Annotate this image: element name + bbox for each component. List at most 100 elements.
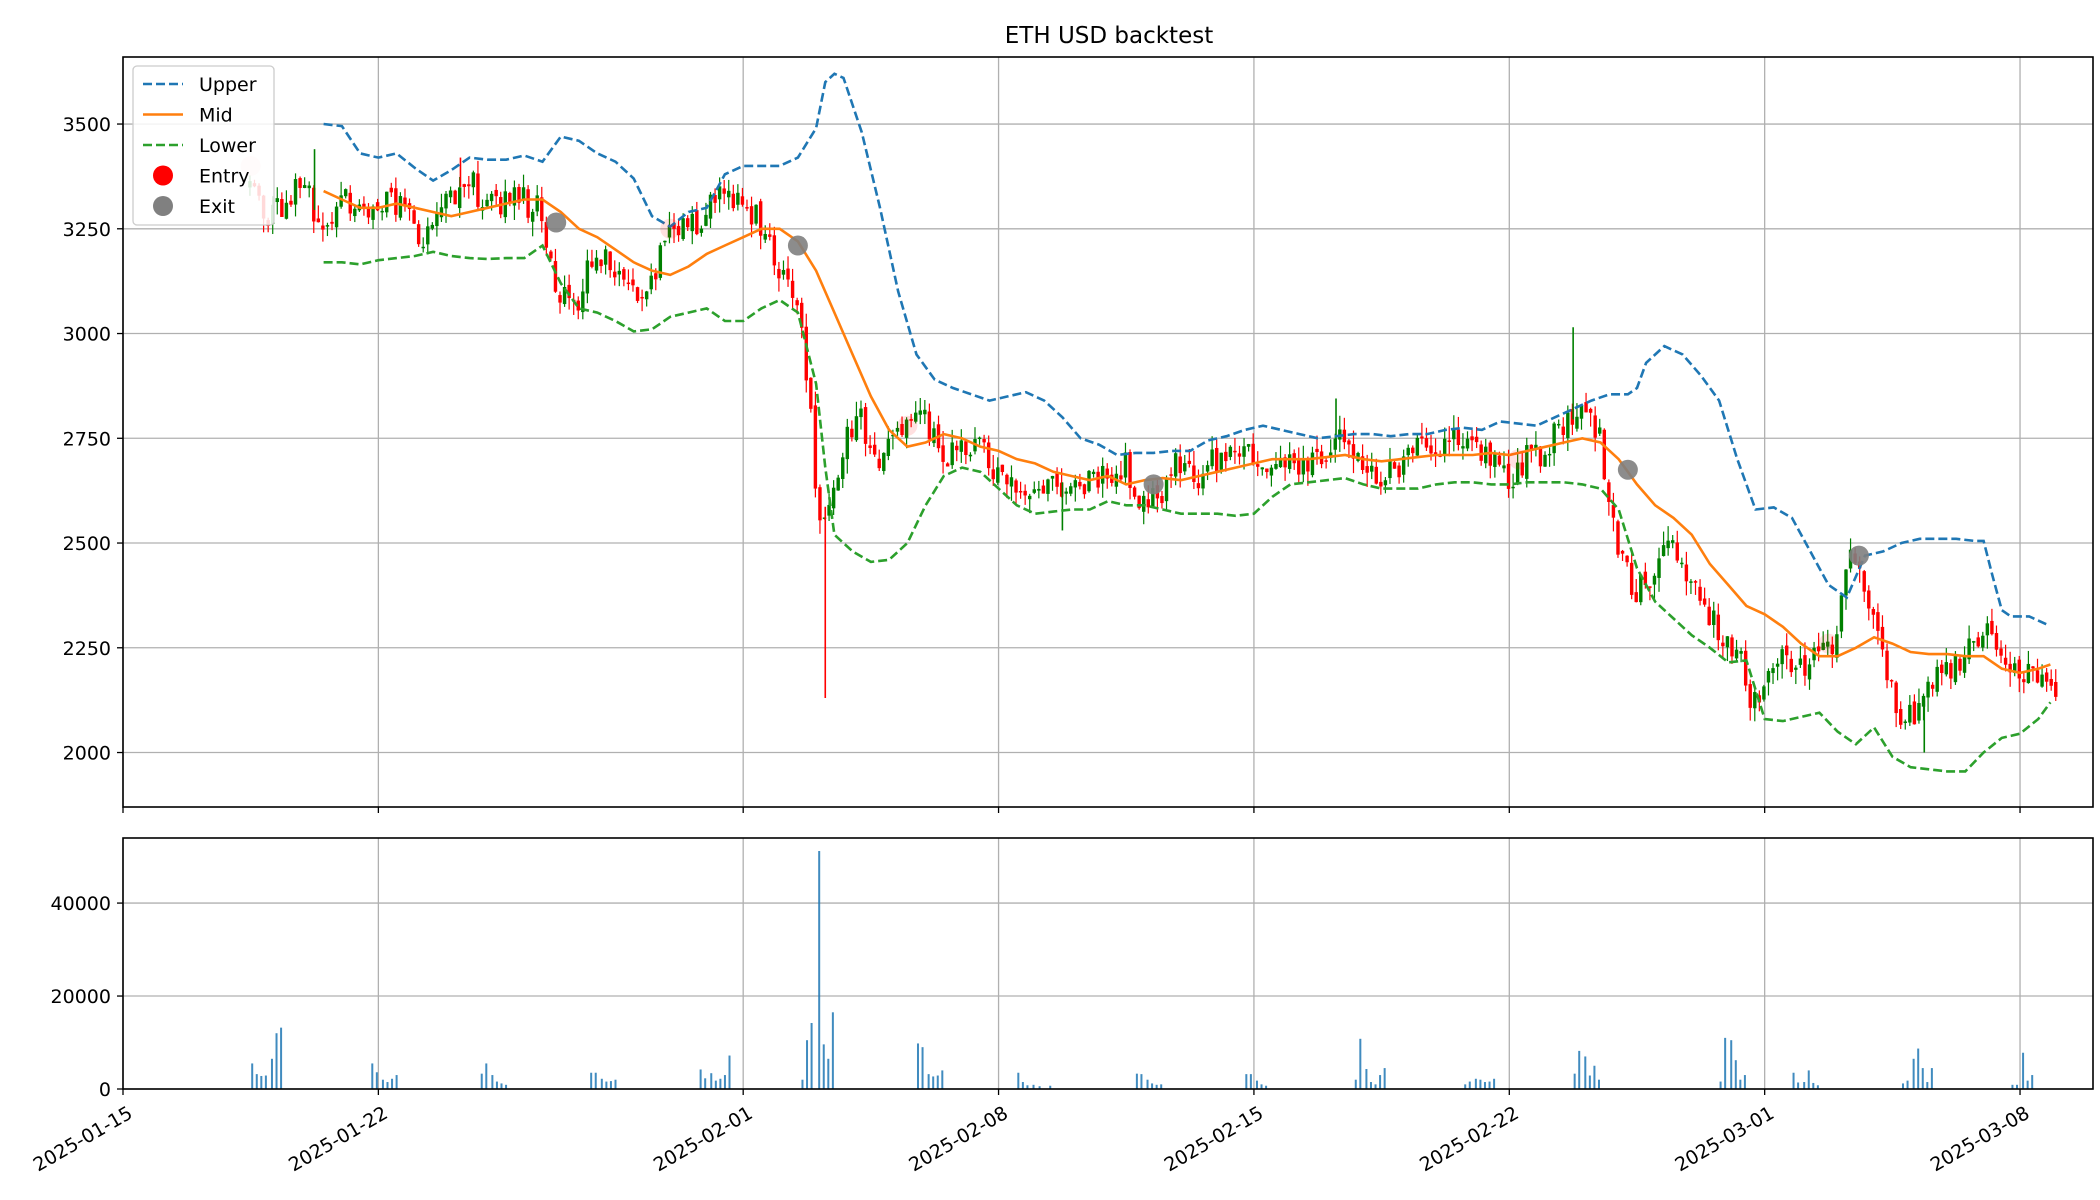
candle-body [1648,586,1652,588]
candle-body [1105,468,1109,479]
candle-body [1502,465,1506,469]
candle-body [1789,658,1793,673]
candle-body [2054,681,2058,697]
candle-body [1862,571,1866,592]
volume-bar [1584,1056,1587,1089]
price-y-tick-label: 3250 [63,219,111,241]
candle-body [986,442,991,469]
volume-bar [1488,1081,1491,1089]
volume-bar [827,1058,830,1089]
candle-body [786,268,790,280]
volume-bar [1160,1084,1163,1089]
volume-bar [1245,1074,1248,1089]
candle-body [1374,466,1379,484]
candle-body [1009,477,1014,487]
price-axes-frame [122,56,2094,808]
candle-body [457,187,462,209]
candle-body [1625,555,1629,563]
candle-body [1953,655,1958,683]
volume-bar [381,1079,384,1089]
candle-body [1976,637,1980,647]
candle-body [1173,453,1178,477]
price-y-tick-label: 3000 [63,324,111,346]
candle-body [1515,462,1520,485]
candle-body [1748,684,1752,708]
candle-body [1730,637,1734,657]
candle-body [1661,545,1666,557]
entry-marker [1508,449,1529,470]
candle-body [1406,447,1410,456]
volume-bar [480,1073,483,1089]
candle-body [2003,657,2008,665]
volume-bar [386,1082,389,1089]
candle-body [1876,612,1880,631]
candle-body [704,214,708,226]
candle-body [1306,458,1310,472]
candle-body [1005,474,1009,485]
candle-body [1867,590,1871,609]
candle-body [1465,438,1470,449]
volume-bar [275,1033,278,1089]
candle-body [1611,505,1616,518]
candle-body [836,477,840,491]
candle-body [1999,648,2003,656]
volume-bar [270,1058,273,1089]
candle-body [1899,709,1903,725]
candle-body [421,246,425,249]
candle-body [1283,457,1287,468]
volume-bar [1797,1082,1800,1089]
candle-body [1652,575,1657,585]
candle-body [1734,649,1739,659]
volume-bar [710,1073,713,1089]
candle-body [991,469,995,480]
candle-body [850,428,854,438]
volume-bar [699,1069,702,1089]
candle-body [795,300,799,306]
candle-body [713,194,717,203]
volume-bar [395,1075,398,1089]
candle-body [1269,467,1274,476]
volume-bar [1901,1083,1904,1089]
candle-body [1930,684,1935,689]
lower-band-line [323,243,2052,773]
volume-bar [1926,1082,1929,1089]
candle-body [882,452,886,472]
candle-body [1347,440,1351,445]
volume-bar [1474,1078,1477,1089]
candle-body [371,206,375,220]
candle-body [1433,452,1438,455]
candle-body [1949,663,1953,679]
candle-body [1506,463,1511,489]
candle-body [334,206,339,228]
candle-body [1429,445,1433,454]
candle-body [1534,444,1538,450]
volume-bar [1354,1079,1357,1089]
candle-body [964,441,968,456]
candle-body [1274,464,1278,469]
volume-bar [1578,1050,1581,1089]
candle-body [2040,674,2044,687]
candle-body [1716,614,1721,641]
volume-bar [1468,1081,1471,1089]
candle-body [722,188,726,194]
candle-body [1598,427,1602,434]
volume-bar [1743,1075,1746,1089]
candle-body [1784,645,1789,656]
candle-body [1164,477,1169,502]
candle-body [727,190,731,198]
volume-bar [1140,1074,1143,1089]
candle-body [635,287,640,301]
candle-body [745,207,749,209]
volume-bar [594,1072,597,1089]
volume-bar [932,1076,935,1089]
candle-body [1265,468,1269,473]
volume-bar [704,1078,707,1089]
volume-bar [1593,1065,1596,1089]
candle-body [1456,429,1461,446]
candle-body [763,233,767,240]
candle-body [1967,638,1971,660]
candle-body [1014,480,1018,493]
volume-bar [1379,1075,1382,1089]
volume-bar [714,1080,717,1089]
candle-body [1178,456,1182,474]
